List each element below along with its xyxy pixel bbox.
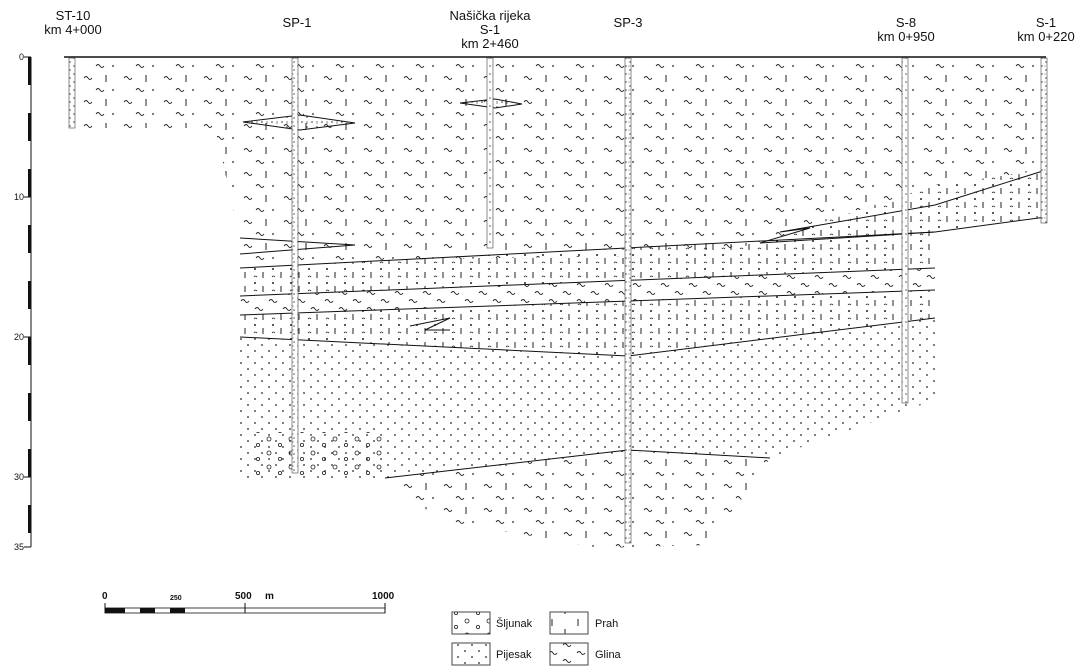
legend-swatch-gravel xyxy=(451,611,491,635)
boundary-line xyxy=(409,317,451,331)
borehole-column-s8 xyxy=(901,57,909,404)
borehole-name: S-8 xyxy=(895,15,917,30)
borehole-column-s1-rijeka xyxy=(486,57,494,249)
depth-axis-bar xyxy=(28,57,31,533)
borehole-name: ST-10 xyxy=(55,8,91,23)
borehole-km: km 2+460 xyxy=(461,36,519,51)
borehole-label-st10: ST-10 km 4+000 xyxy=(38,9,108,37)
borehole-label-s1: S-1 km 0+220 xyxy=(1010,16,1082,44)
legend-label-clay: Glina xyxy=(595,649,621,661)
borehole-label-s1-rijeka: Našička rijeka S-1 km 2+460 xyxy=(440,9,540,51)
borehole-name: SP-3 xyxy=(613,15,643,30)
borehole-label-s8: S-8 km 0+950 xyxy=(868,16,944,44)
borehole-column-s1 xyxy=(1040,57,1048,224)
scale-label-250: 250 xyxy=(170,595,182,602)
legend-label-silt: Prah xyxy=(595,618,619,630)
depth-tick-label: 20 xyxy=(13,332,24,342)
boundary-line xyxy=(239,231,936,269)
gravel-lens xyxy=(250,432,385,478)
silty-sand-layer-1 xyxy=(240,232,935,296)
legend-swatch-sand xyxy=(451,642,491,666)
scale-label-1000: 1000 xyxy=(372,591,395,602)
borehole-column-st10 xyxy=(68,57,76,129)
sand-layer-lower xyxy=(240,318,935,478)
clay-layer-middle xyxy=(240,268,935,315)
legend-label-gravel: Šljunak xyxy=(496,618,533,630)
borehole-name: S-1 xyxy=(1035,15,1057,30)
borehole-name: SP-1 xyxy=(282,15,312,30)
depth-tick-label: 10 xyxy=(13,192,24,202)
depth-tick-label: 35 xyxy=(13,542,24,552)
depth-tick-label: 0 xyxy=(18,52,24,62)
scale-label-500: 500 xyxy=(235,591,252,602)
borehole-name: S-1 xyxy=(479,22,501,37)
boundary-line xyxy=(239,267,936,297)
legend-swatch-silt xyxy=(549,611,589,635)
borehole-km: km 0+950 xyxy=(877,29,935,44)
depth-tick-label: 30 xyxy=(13,472,24,482)
boundary-line xyxy=(759,169,1047,244)
boundary-line xyxy=(239,237,356,255)
scale-label-unit: m xyxy=(265,591,274,602)
borehole-km: km 0+220 xyxy=(1017,29,1075,44)
legend-swatch-clay xyxy=(549,642,589,666)
boundary-line xyxy=(759,216,1047,244)
river-name: Našička rijeka xyxy=(449,8,531,23)
borehole-label-sp3: SP-3 xyxy=(593,16,663,30)
borehole-column-sp1 xyxy=(291,57,299,474)
scale-label-0: 0 xyxy=(102,591,108,602)
legend-label-sand: Pijesak xyxy=(496,649,532,661)
clay-silt-layer-upper xyxy=(76,58,1046,262)
sand-lens xyxy=(242,114,356,131)
borehole-column-sp3 xyxy=(624,57,632,544)
boundary-line xyxy=(239,289,936,316)
clay-layer-deep xyxy=(385,450,770,548)
borehole-km: km 4+000 xyxy=(44,22,102,37)
scale-bar xyxy=(104,603,386,614)
borehole-label-sp1: SP-1 xyxy=(262,16,332,30)
